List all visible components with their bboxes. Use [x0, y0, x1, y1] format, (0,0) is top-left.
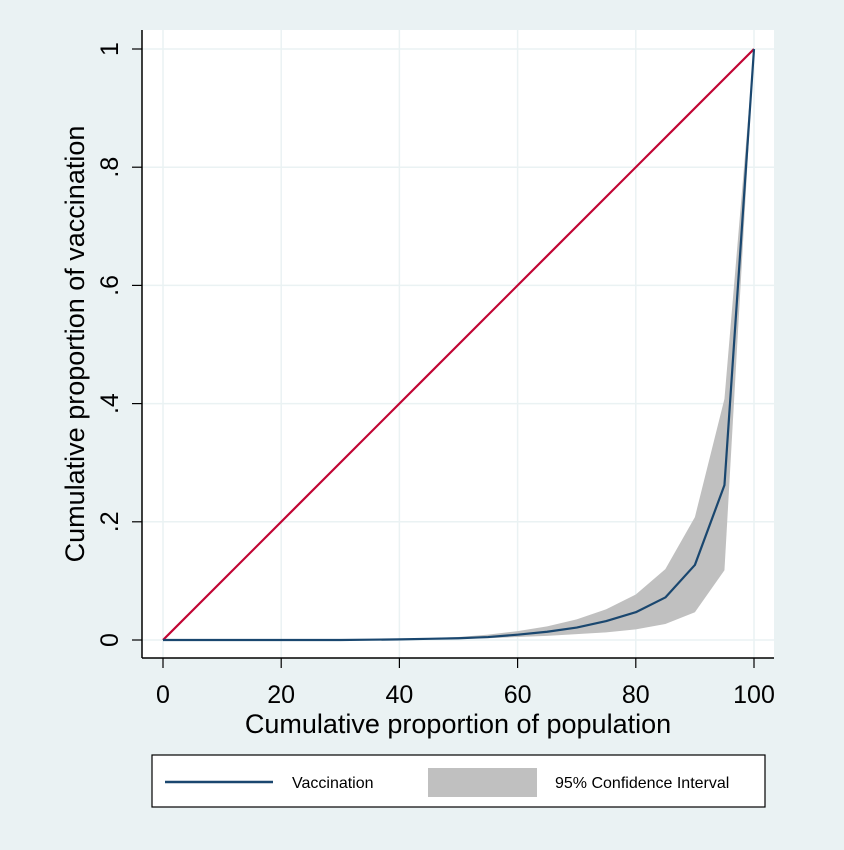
legend-swatch-confidence-interval [428, 768, 537, 797]
legend-label-confidence-interval: 95% Confidence Interval [555, 775, 729, 792]
series-line-vaccination [163, 48, 756, 642]
y-axis-ticks: 0 .2 .4 .6 .8 1 [96, 42, 142, 647]
y-tick-label: .4 [96, 393, 124, 414]
confidence-interval-band [163, 49, 754, 640]
equality-line [162, 48, 755, 641]
legend-label-vaccination: Vaccination [292, 775, 374, 792]
gridlines [142, 30, 774, 658]
x-tick-label: 20 [267, 681, 295, 709]
y-tick-label: .2 [96, 511, 124, 532]
x-tick-label: 0 [156, 681, 170, 709]
legend: Vaccination 95% Confidence Interval [151, 754, 766, 808]
y-axis-title: Cumulative proportion of vaccination [60, 126, 90, 563]
y-tick-label: 1 [96, 42, 124, 56]
x-tick-label: 40 [385, 681, 413, 709]
x-axis-title: Cumulative proportion of population [245, 709, 671, 739]
x-axis-ticks: 0 20 40 60 80 100 [156, 658, 775, 709]
x-tick-label: 80 [622, 681, 650, 709]
x-tick-label: 60 [504, 681, 532, 709]
x-tick-label: 100 [733, 681, 775, 709]
series-lines-layer [162, 48, 756, 642]
confidence-band-layer [163, 49, 754, 640]
y-tick-label: .6 [96, 275, 124, 296]
axes [141, 30, 774, 659]
y-tick-label: 0 [96, 633, 124, 647]
y-tick-label: .8 [96, 157, 124, 178]
